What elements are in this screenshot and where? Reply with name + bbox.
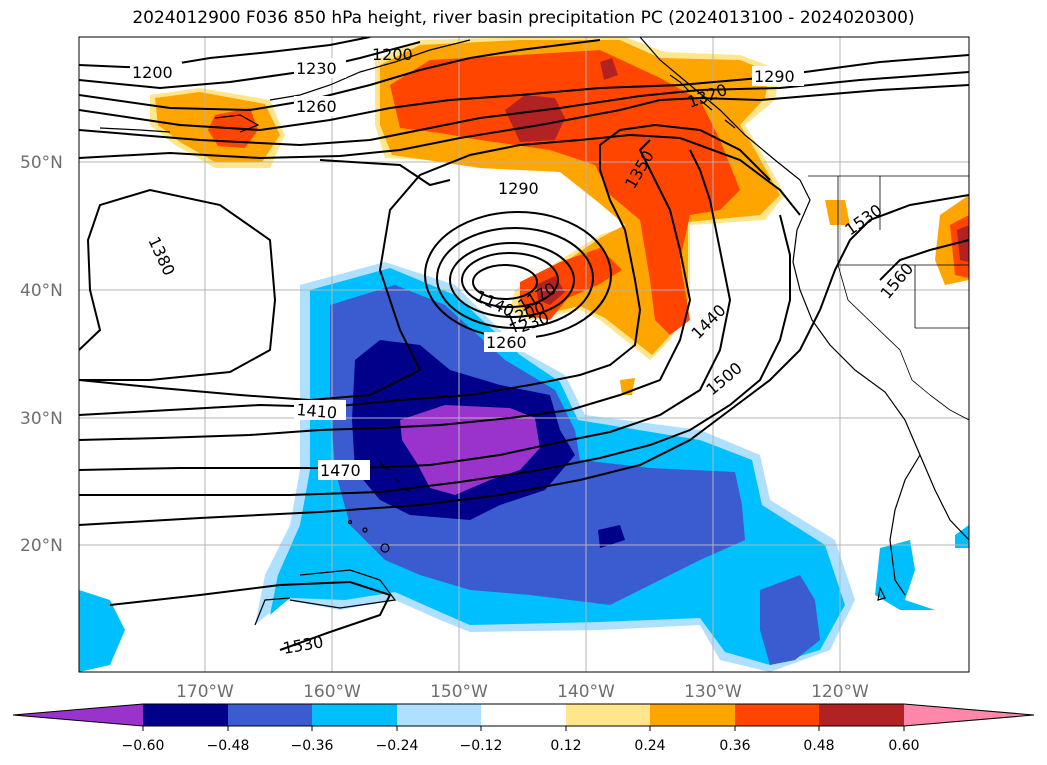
colorbar-segment	[397, 704, 481, 726]
latitude-label: 50°N	[20, 153, 63, 173]
colorbar-tick-label: 0.36	[719, 738, 750, 754]
coastlines	[99, 37, 969, 626]
colorbar-segment	[13, 704, 143, 726]
latitude-label: 30°N	[20, 409, 63, 429]
contour-label: 1200	[132, 63, 173, 82]
longitude-label: 160°W	[303, 682, 361, 702]
colorbar-segment	[312, 704, 397, 726]
colorbar-tick-label: 0.24	[634, 738, 665, 754]
map-title: 2024012900 F036 850 hPa height, river ba…	[132, 8, 915, 28]
colorbar: −0.60 −0.48 −0.36 −0.24 −0.12 0.12 0.24 …	[12, 703, 1035, 754]
colorbar-tick-label: 0.60	[888, 738, 919, 754]
latitude-labels: 50°N 40°N 30°N 20°N	[20, 153, 63, 556]
latitude-label: 20°N	[20, 536, 63, 556]
contour-label: 1410	[296, 400, 338, 422]
colorbar-segment	[904, 704, 1034, 726]
contour-label: 1200	[372, 45, 413, 64]
colorbar-tick-label: −0.48	[207, 738, 250, 754]
contour-label: 1290	[498, 179, 539, 198]
contour-label: 1260	[486, 333, 527, 352]
political-borders	[808, 175, 969, 421]
colorbar-tick-label: 0.48	[803, 738, 834, 754]
colorbar-segment	[735, 704, 819, 726]
contour-label: 1290	[754, 67, 795, 86]
colorbar-tick-label: −0.24	[376, 738, 419, 754]
contour-label: 1230	[296, 59, 337, 78]
contour-label: 1260	[296, 97, 337, 116]
colorbar-segment	[143, 704, 228, 726]
colorbar-segment	[481, 704, 566, 726]
colorbar-tick-label: 0.12	[550, 738, 581, 754]
longitude-label: 150°W	[430, 682, 488, 702]
map-frame	[78, 36, 970, 673]
colorbar-tick-label: −0.36	[291, 738, 334, 754]
longitude-label: 140°W	[557, 682, 615, 702]
colorbar-segment	[228, 704, 312, 726]
longitude-label: 120°W	[811, 682, 869, 702]
map-panel: 1200 1230 1260 1200 1290 1320 1350 1290 …	[79, 37, 969, 672]
contour-label: 1470	[320, 461, 361, 480]
colorbar-segment	[650, 704, 735, 726]
colorbar-tick-label: −0.60	[122, 738, 165, 754]
longitude-label: 170°W	[176, 682, 234, 702]
longitude-label: 130°W	[684, 682, 742, 702]
latitude-label: 40°N	[20, 281, 63, 301]
colorbar-ticks	[142, 726, 905, 731]
colorbar-segment	[566, 704, 650, 726]
colorbar-tick-label: −0.12	[460, 738, 503, 754]
longitude-labels: 170°W 160°W 150°W 140°W 130°W 120°W	[176, 682, 869, 702]
colorbar-segment	[819, 704, 904, 726]
